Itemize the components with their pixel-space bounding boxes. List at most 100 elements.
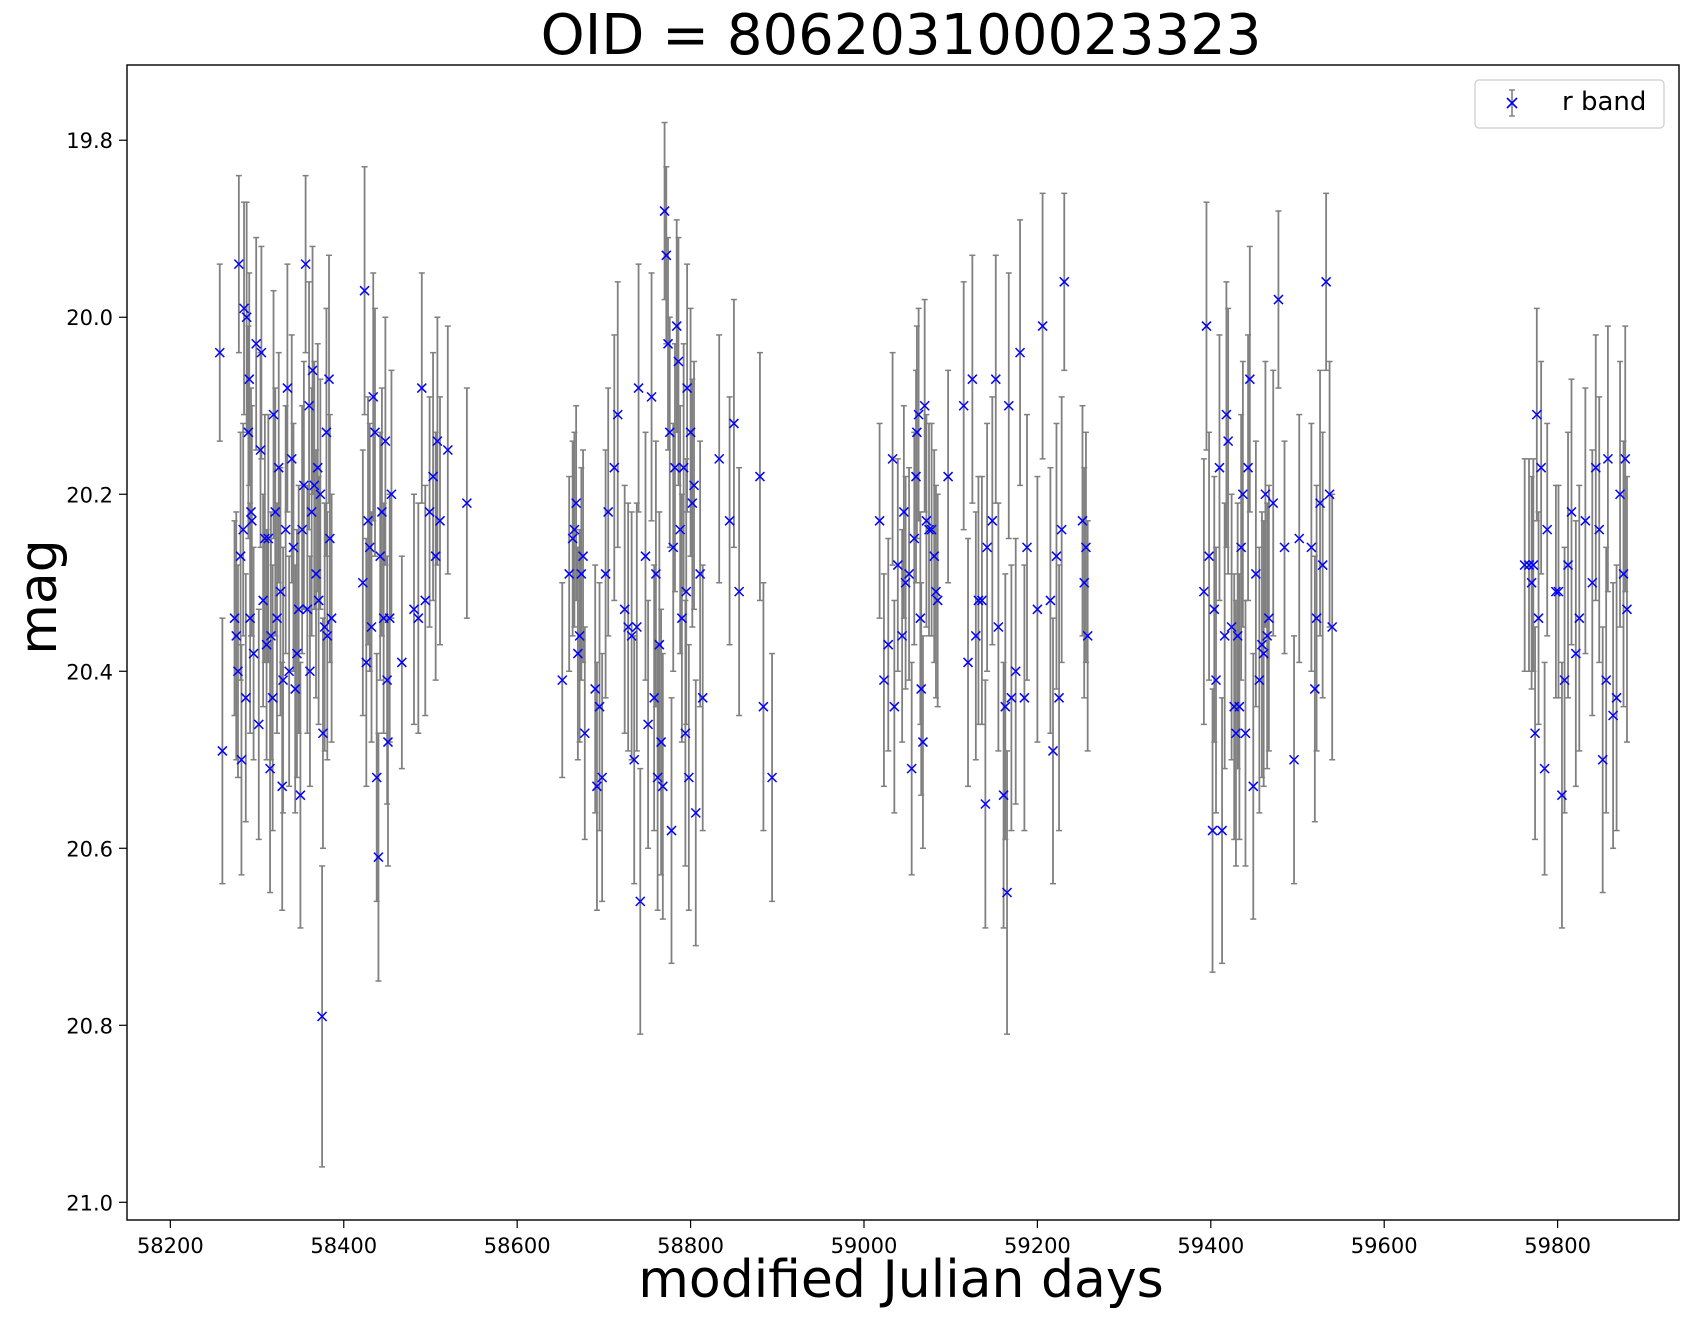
data-point bbox=[380, 436, 391, 447]
data-point bbox=[270, 506, 281, 517]
data-point bbox=[261, 639, 272, 650]
data-point bbox=[304, 666, 315, 677]
data-point bbox=[245, 613, 256, 624]
data-point bbox=[291, 648, 302, 659]
data-point bbox=[384, 613, 395, 624]
data-point bbox=[1602, 453, 1613, 464]
data-point bbox=[898, 506, 909, 517]
data-point bbox=[887, 453, 898, 464]
data-point bbox=[255, 444, 266, 456]
data-point bbox=[235, 551, 246, 562]
data-point bbox=[1201, 321, 1212, 332]
data-point bbox=[1248, 781, 1259, 792]
data-point bbox=[689, 480, 700, 491]
data-point bbox=[420, 595, 431, 606]
data-point bbox=[312, 462, 323, 473]
data-point bbox=[1204, 551, 1215, 562]
data-point bbox=[304, 400, 315, 411]
data-point bbox=[1256, 639, 1267, 650]
data-point bbox=[1080, 542, 1091, 553]
data-point bbox=[1327, 621, 1338, 633]
data-point bbox=[1542, 524, 1553, 535]
data-point bbox=[664, 427, 675, 438]
data-point bbox=[364, 542, 375, 553]
data-point bbox=[268, 409, 279, 420]
data-point bbox=[1268, 498, 1279, 509]
data-point bbox=[265, 630, 276, 641]
data-point bbox=[728, 418, 739, 429]
data-point bbox=[324, 533, 335, 544]
data-point bbox=[1250, 568, 1261, 579]
data-point bbox=[1531, 409, 1542, 420]
data-point bbox=[1559, 675, 1570, 686]
data-point bbox=[326, 613, 337, 624]
data-point bbox=[1574, 613, 1585, 624]
data-point bbox=[1519, 560, 1530, 571]
data-point bbox=[1258, 648, 1269, 659]
x-axis-ticks: 58200 58400 58600 58800 59000 59200 59400 59600… bbox=[137, 1220, 1591, 1258]
data-point bbox=[889, 701, 900, 712]
data-point bbox=[1006, 692, 1017, 703]
data-point bbox=[567, 533, 578, 544]
data-point bbox=[357, 577, 368, 588]
data-point bbox=[1324, 489, 1335, 500]
data-point bbox=[258, 595, 269, 606]
data-point bbox=[284, 666, 295, 677]
data-point bbox=[461, 498, 472, 509]
data-point bbox=[309, 480, 320, 491]
data-point bbox=[1263, 613, 1274, 624]
y-tick-label: 20.2 bbox=[66, 483, 113, 507]
legend-entry-r-band: r band bbox=[1562, 87, 1646, 117]
data-point bbox=[1244, 374, 1255, 385]
data-point bbox=[690, 807, 701, 818]
data-point bbox=[923, 524, 935, 535]
data-point bbox=[295, 790, 306, 801]
data-point bbox=[724, 515, 735, 526]
data-point bbox=[633, 383, 644, 394]
data-point bbox=[317, 728, 328, 739]
data-point bbox=[980, 798, 991, 810]
data-point bbox=[1530, 728, 1541, 739]
data-point bbox=[678, 462, 689, 473]
data-point bbox=[921, 515, 932, 526]
data-point bbox=[973, 595, 984, 606]
data-markers bbox=[214, 206, 1633, 1022]
data-point bbox=[1000, 701, 1011, 712]
data-point bbox=[1594, 524, 1605, 535]
data-point bbox=[302, 604, 313, 615]
data-point bbox=[430, 551, 441, 562]
data-point bbox=[1051, 551, 1062, 562]
data-point bbox=[976, 595, 987, 606]
data-point bbox=[904, 568, 915, 579]
data-point bbox=[1533, 613, 1544, 624]
data-point bbox=[319, 621, 330, 633]
data-point bbox=[578, 551, 589, 562]
data-point bbox=[650, 568, 661, 579]
data-point bbox=[251, 338, 262, 349]
data-point bbox=[1536, 462, 1547, 473]
data-point bbox=[892, 560, 903, 571]
data-point bbox=[1309, 683, 1320, 694]
data-point bbox=[758, 701, 769, 712]
data-point bbox=[571, 498, 582, 509]
data-point bbox=[232, 666, 244, 677]
data-point bbox=[1590, 462, 1601, 473]
y-tick-label: 20.0 bbox=[66, 306, 113, 330]
data-point bbox=[1230, 728, 1241, 739]
data-point bbox=[275, 586, 286, 597]
data-point bbox=[1198, 586, 1209, 597]
data-point bbox=[906, 763, 917, 774]
data-point bbox=[682, 383, 693, 394]
y-tick-label: 21.0 bbox=[66, 1191, 113, 1215]
data-point bbox=[214, 347, 225, 358]
data-point bbox=[322, 630, 333, 641]
data-point bbox=[386, 489, 397, 500]
data-point bbox=[626, 630, 637, 641]
data-point bbox=[1234, 701, 1245, 712]
data-point bbox=[661, 250, 672, 261]
data-point bbox=[1528, 560, 1539, 571]
data-point bbox=[359, 285, 370, 296]
x-tick-label: 59000 bbox=[831, 1234, 898, 1258]
x-tick-label: 58200 bbox=[137, 1234, 204, 1258]
data-point bbox=[1003, 400, 1014, 411]
